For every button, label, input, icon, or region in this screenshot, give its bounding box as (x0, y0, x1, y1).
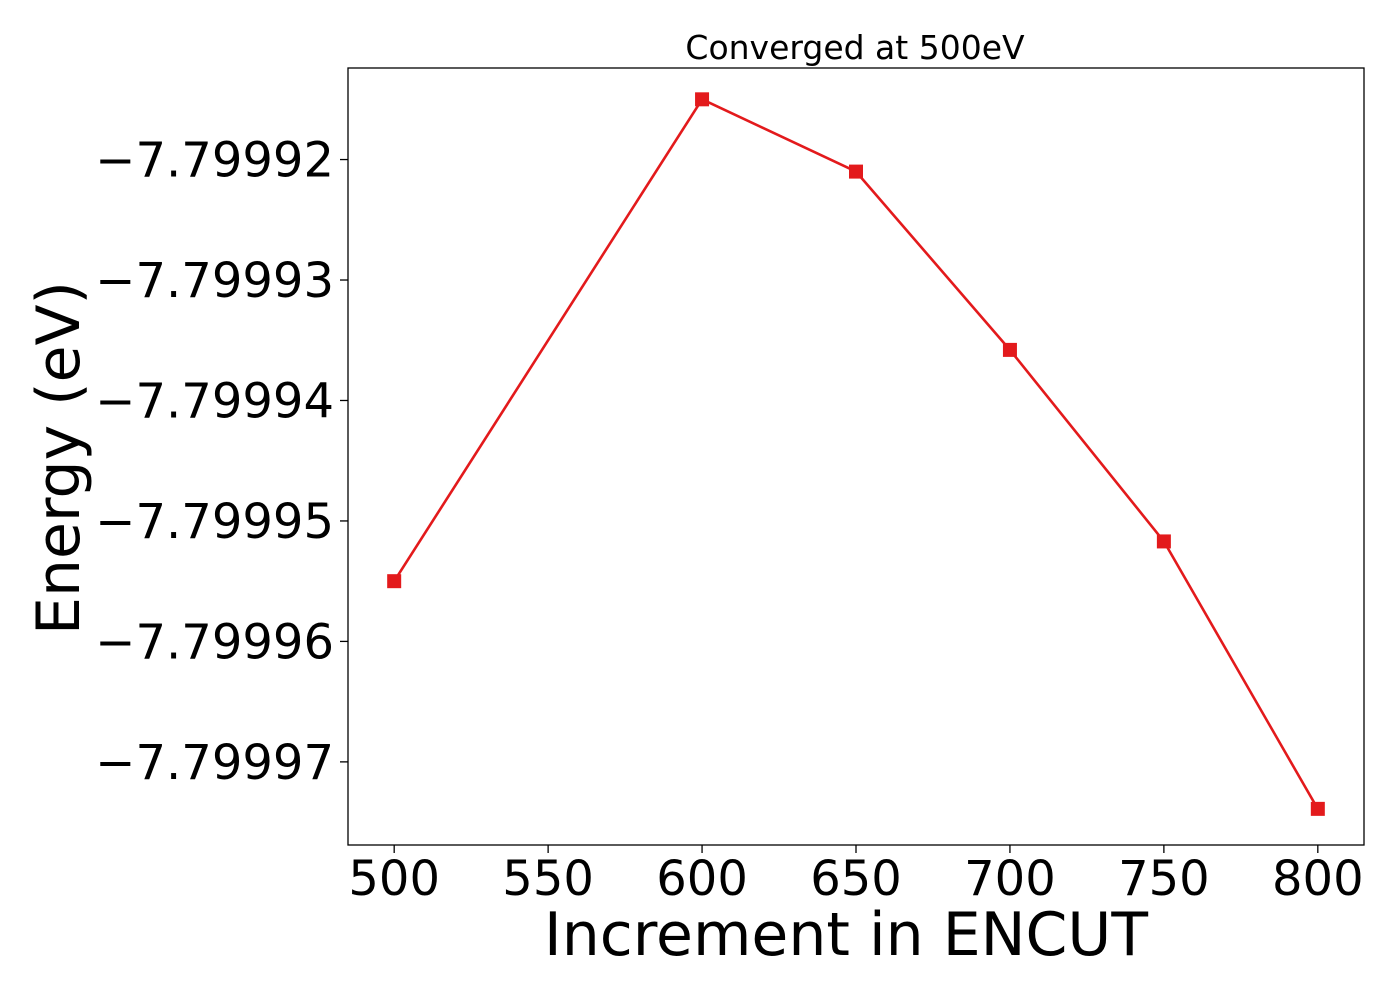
x-tick-label: 800 (1272, 851, 1364, 907)
data-point-marker (1002, 342, 1017, 357)
x-tick-label: 700 (964, 851, 1056, 907)
x-tick-label: 650 (810, 851, 902, 907)
data-point-marker (695, 92, 710, 107)
x-tick-label: 750 (1118, 851, 1210, 907)
y-axis-ticks: −7.79992 −7.79993 −7.79994 −7.79995 −7.79996… (95, 133, 348, 791)
y-tick-label: −7.79994 (95, 373, 334, 429)
x-tick-label: 500 (348, 851, 440, 907)
x-tick-label: 600 (656, 851, 748, 907)
y-tick-label: −7.79995 (95, 494, 334, 550)
data-point-marker (849, 164, 863, 179)
x-tick-label: 550 (502, 851, 594, 907)
y-tick-label: −7.79992 (95, 133, 334, 189)
data-point-marker (387, 574, 402, 589)
x-axis-label: Increment in ENCUT (544, 900, 1148, 970)
y-tick-label: −7.79996 (95, 614, 334, 670)
series-line (393, 98, 1319, 810)
y-tick-label: −7.79993 (95, 253, 334, 309)
x-axis-ticks: 500 550 600 650 700 750 800 (348, 845, 1364, 907)
y-tick-label: −7.79997 (95, 735, 334, 791)
series-layer (387, 92, 1325, 816)
data-point-marker (1156, 534, 1171, 549)
y-axis-label: Energy (eV) (24, 281, 94, 635)
data-point-marker (1310, 801, 1325, 816)
chart-title: Converged at 500eV (685, 28, 1025, 67)
